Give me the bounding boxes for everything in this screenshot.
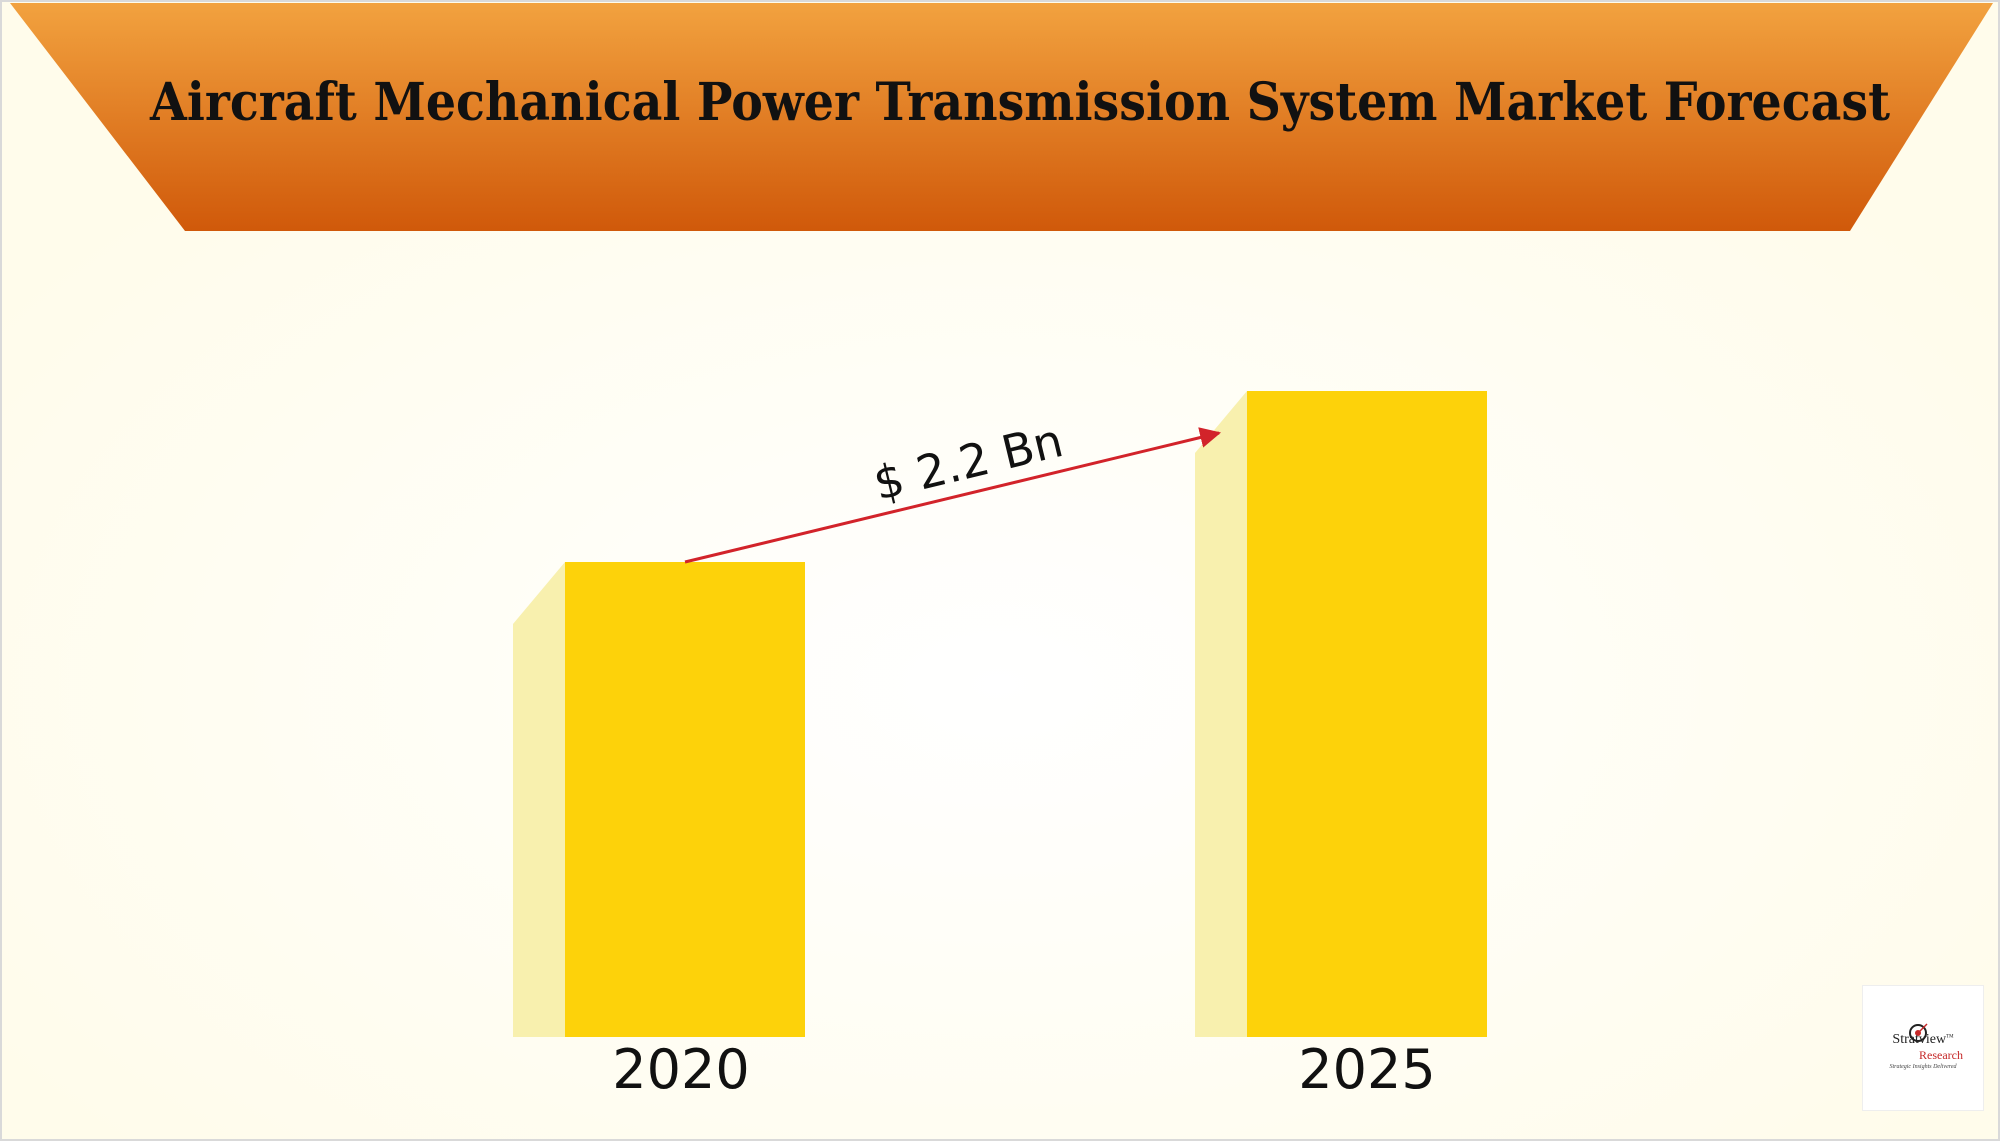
bars-layer: 2020 2025 — [513, 391, 1487, 1101]
logo-tagline: Strategic Insights Delivered — [1889, 1064, 1957, 1070]
growth-arrow — [684, 427, 1222, 564]
target-icon — [1909, 1023, 1928, 1042]
x-tick-label-2025: 2025 — [1298, 1038, 1435, 1101]
bar-side-2025 — [1195, 391, 1247, 1037]
bar-side-2020 — [513, 562, 565, 1037]
chart-title: Aircraft Mechanical Power Transmission S… — [149, 72, 1890, 133]
bar-2020 — [565, 562, 805, 1037]
title-banner — [10, 3, 1993, 231]
logo-name: StratviewTM — [1892, 1032, 1954, 1047]
x-tick-label-2020: 2020 — [612, 1038, 749, 1101]
bar-2025 — [1247, 391, 1487, 1037]
logo-subtitle: Research — [1919, 1048, 1963, 1062]
stratview-logo: StratviewTM Research Strategic Insights … — [1862, 985, 1984, 1111]
